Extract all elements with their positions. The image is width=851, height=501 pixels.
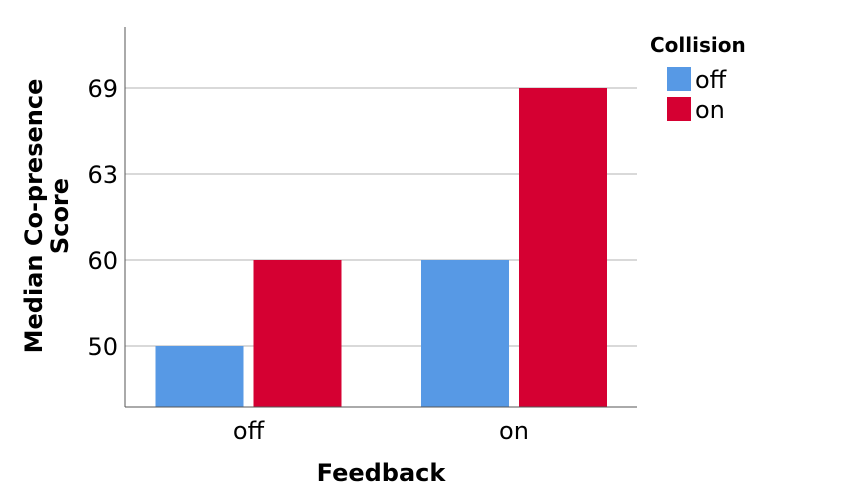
y-tick-label-69: 69: [87, 75, 118, 103]
x-axis-title: Feedback: [317, 459, 447, 487]
bar-feedback-off-collision-off: [155, 346, 244, 407]
legend-swatch-on: [667, 97, 691, 121]
y-axis-title-line-2: Score: [46, 178, 74, 254]
legend-label-on: on: [695, 96, 725, 124]
y-axis-title-line-1: Median Co-presence: [20, 79, 48, 354]
y-tick-label-50: 50: [87, 333, 118, 361]
y-tick-labels: 50 60 63 69: [87, 75, 118, 361]
legend-title: Collision: [650, 33, 746, 57]
bars: [155, 88, 607, 407]
y-tick-label-63: 63: [87, 161, 118, 189]
bar-feedback-on-collision-on: [519, 88, 607, 407]
legend-label-off: off: [695, 66, 727, 94]
axes: [124, 27, 637, 408]
x-tick-label-on: on: [499, 417, 529, 445]
legend-swatch-off: [667, 67, 691, 91]
x-tick-labels: off on: [233, 417, 529, 445]
y-tick-label-60: 60: [87, 247, 118, 275]
bar-feedback-off-collision-on: [253, 260, 342, 407]
x-tick-label-off: off: [233, 417, 265, 445]
bar-feedback-on-collision-off: [421, 260, 509, 407]
